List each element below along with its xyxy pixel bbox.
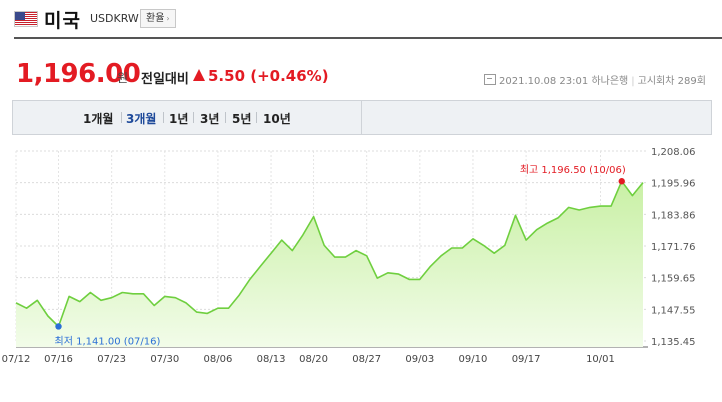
tab-separator xyxy=(121,112,122,123)
calendar-icon xyxy=(484,74,496,85)
quote-timestamp: 2021.10.08 23:01 xyxy=(499,76,589,87)
tab-separator xyxy=(163,112,164,123)
y-tick-label: 1,135.45 xyxy=(651,337,696,348)
tab-1-month[interactable]: 1개월 xyxy=(83,112,114,126)
min-marker xyxy=(55,323,62,330)
series-line xyxy=(15,180,644,328)
notice-round: 고시회차 289회 xyxy=(637,76,706,87)
price-change: 5.50 (+0.46%) xyxy=(208,67,329,85)
current-price: 1,196.00 xyxy=(16,59,141,89)
tab-separator xyxy=(256,112,257,123)
x-tick-label: 08/13 xyxy=(257,354,286,365)
tab-10-years[interactable]: 10년 xyxy=(263,112,291,126)
x-tick-label: 07/23 xyxy=(97,354,126,365)
tab-1-year[interactable]: 1년 xyxy=(169,112,189,126)
period-tab-bar: 1개월 3개월 1년 3년 5년 10년 xyxy=(12,100,712,135)
tab-separator xyxy=(225,112,226,123)
price-unit: 원 xyxy=(117,71,129,85)
y-tick-label: 1,159.65 xyxy=(651,274,696,285)
y-tick-label: 1,208.06 xyxy=(651,147,696,158)
exchange-rate-chart[interactable]: 1,208.06 1,195.96 1,183.86 1,171.76 1,159.65… xyxy=(0,140,722,402)
tab-separator xyxy=(193,112,194,123)
tabbar-divider xyxy=(361,101,362,134)
tab-5-years[interactable]: 5년 xyxy=(232,112,252,126)
x-tick-label: 08/27 xyxy=(352,354,381,365)
currency-code: USDKRW xyxy=(90,12,139,25)
tab-3-years[interactable]: 3년 xyxy=(200,112,220,126)
header-divider xyxy=(14,37,722,39)
max-marker xyxy=(618,178,625,185)
x-tick-label: 07/16 xyxy=(44,354,73,365)
min-label: 최저 1,141.00 (07/16) xyxy=(55,335,161,347)
x-tick-label: 08/20 xyxy=(299,354,328,365)
max-label: 최고 1,196.50 (10/06) xyxy=(520,164,626,176)
x-tick-label: 09/17 xyxy=(512,354,541,365)
x-tick-label: 07/12 xyxy=(2,354,31,365)
y-tick-label: 1,147.55 xyxy=(651,305,696,316)
y-tick-label: 1,195.96 xyxy=(651,179,696,190)
country-name: 미국 xyxy=(44,10,81,32)
exchange-rate-dropdown-button[interactable]: 환율 › xyxy=(140,9,176,28)
tab-3-months[interactable]: 3개월 xyxy=(126,112,157,126)
x-tick-label: 10/01 xyxy=(586,354,615,365)
bank-name: 하나은행 xyxy=(591,76,629,87)
compare-label: 전일대비 xyxy=(141,72,189,87)
x-tick-label: 08/06 xyxy=(204,354,233,365)
x-tick-label: 09/03 xyxy=(405,354,434,365)
quote-meta: 2021.10.08 23:01 하나은행 | 고시회차 289회 xyxy=(484,72,706,87)
x-tick-label: 07/30 xyxy=(150,354,179,365)
y-tick-label: 1,183.86 xyxy=(651,210,696,221)
y-tick-label: 1,171.76 xyxy=(651,242,696,253)
chevron-right-icon: › xyxy=(166,14,170,23)
exchange-button-label: 환율 xyxy=(146,13,165,24)
up-arrow-icon xyxy=(193,69,205,81)
us-flag-icon xyxy=(14,11,38,27)
x-tick-label: 09/10 xyxy=(459,354,488,365)
series-area xyxy=(16,181,643,347)
